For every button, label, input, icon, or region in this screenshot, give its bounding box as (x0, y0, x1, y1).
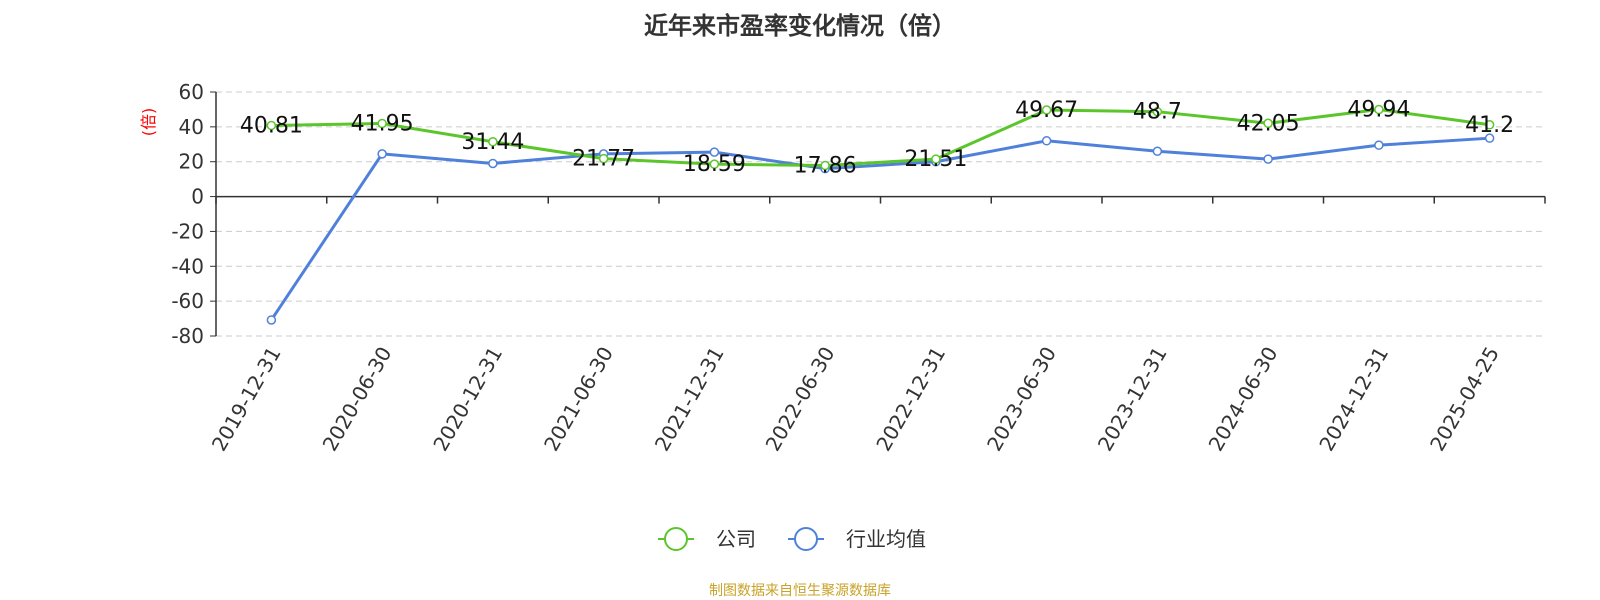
y-tick-label: -60 (171, 289, 204, 313)
company-point (820, 160, 830, 171)
y-tick-label: 60 (179, 80, 204, 104)
company-data-label: 48.7 (1133, 100, 1182, 125)
industry-average-point (709, 147, 720, 157)
legend-marker-company (664, 527, 688, 551)
x-tick-label: 2023-06-30 (982, 343, 1061, 456)
company-data-label: 17.86 (794, 153, 857, 178)
industry-average-line (270, 136, 1490, 321)
x-tick-label: 2022-06-30 (761, 343, 840, 456)
company-point (1484, 120, 1495, 130)
x-tick-label: 2024-06-30 (1204, 343, 1283, 456)
chart-title: 近年来市盈率变化情况（倍） (644, 12, 956, 40)
company-data-label: 41.95 (351, 111, 414, 136)
company-data-label: 31.44 (461, 130, 524, 155)
series-lines (266, 104, 1495, 325)
company-line (271, 108, 1490, 167)
company-data-label: 42.05 (1237, 111, 1300, 136)
industry-average-point (1374, 140, 1384, 150)
x-tick-label: 2025-04-25 (1425, 343, 1504, 456)
y-tick-label: 0 (191, 185, 204, 209)
y-tick-label: -20 (171, 219, 204, 243)
legend: 公司 行业均值 (658, 527, 926, 551)
industry-average-point (377, 149, 387, 159)
legend-label-company: 公司 (716, 527, 756, 551)
company-point (931, 154, 941, 164)
company-data-label: 40.81 (240, 113, 303, 138)
company-data-label: 49.94 (1347, 98, 1410, 123)
company-data-label: 21.77 (572, 147, 635, 172)
y-tick-label: 40 (179, 115, 204, 139)
company-point (488, 137, 498, 147)
company-point (598, 153, 609, 164)
company-point (1374, 104, 1384, 115)
data-labels: 40.81 41.95 31.44 21.77 18.59 17.86 21.51 49.67… (240, 98, 1514, 179)
source-note: 制图数据来自恒生聚源数据库 (709, 583, 891, 599)
industry-average-point (1484, 133, 1495, 143)
company-point (1152, 106, 1163, 117)
x-tick-label: 2023-12-31 (1093, 343, 1172, 456)
legend-marker-industry-average (794, 527, 818, 551)
y-tick-label: -40 (171, 254, 204, 278)
company-point (377, 118, 387, 129)
x-tick-label: 2022-12-31 (871, 343, 950, 456)
grid-lines (216, 91, 1545, 337)
company-data-label: 18.59 (683, 152, 746, 177)
legend-item-company[interactable]: 公司 (658, 527, 756, 551)
legend-label-industry-average: 行业均值 (846, 527, 926, 551)
x-tick-label: 2024-12-31 (1314, 343, 1393, 456)
industry-average-point (1152, 146, 1163, 157)
company-point (709, 159, 720, 169)
industry-average-point (488, 158, 498, 169)
legend-item-industry-average[interactable]: 行业均值 (788, 527, 926, 551)
company-point (1041, 105, 1052, 115)
x-tick-label: 2019-12-31 (207, 343, 286, 456)
company-point (266, 120, 277, 131)
industry-average-point (1041, 136, 1052, 146)
company-data-label: 41.2 (1465, 113, 1514, 138)
company-data-label: 49.67 (1015, 98, 1078, 123)
y-axis-label: (倍) (139, 108, 158, 137)
industry-average-point (1263, 154, 1273, 164)
company-point (1263, 118, 1273, 129)
x-tick-label: 2021-12-31 (650, 343, 729, 456)
industry-average-point (266, 315, 277, 325)
y-tick-label: -80 (171, 324, 204, 348)
x-tick-label: 2020-12-31 (428, 343, 507, 456)
x-tick-label: 2021-06-30 (539, 343, 618, 456)
x-tick-label: 2020-06-30 (318, 343, 397, 456)
y-tick-label: 20 (179, 150, 204, 174)
company-data-label: 21.51 (904, 147, 967, 172)
